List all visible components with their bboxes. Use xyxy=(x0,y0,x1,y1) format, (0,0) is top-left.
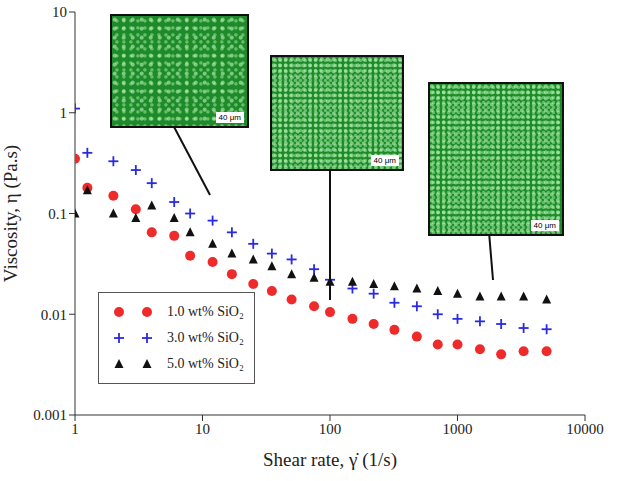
svg-text:Viscosity, η (Pa.s): Viscosity, η (Pa.s) xyxy=(0,145,22,282)
html-text:40 μm: 40 μm xyxy=(533,221,556,230)
html-text:3.0 wt% SiO₂: 3.0 wt% SiO₂ xyxy=(167,330,244,345)
svg-text:0.001: 0.001 xyxy=(33,407,67,423)
svg-text:1: 1 xyxy=(60,105,68,121)
svg-text:Shear rate, γ̇ (1/s): Shear rate, γ̇ (1/s) xyxy=(263,449,397,471)
svg-text:0.01: 0.01 xyxy=(41,307,67,323)
svg-text:1000: 1000 xyxy=(443,421,473,437)
svg-text:0.1: 0.1 xyxy=(48,206,67,222)
html-text:40 μm: 40 μm xyxy=(218,113,241,122)
svg-text:100: 100 xyxy=(319,421,342,437)
html-text:40 μm: 40 μm xyxy=(373,156,396,165)
svg-text:1: 1 xyxy=(71,421,79,437)
svg-text:10: 10 xyxy=(195,421,210,437)
svg-text:10: 10 xyxy=(52,4,67,20)
svg-text:10000: 10000 xyxy=(566,421,604,437)
html-text:5.0 wt% SiO₂: 5.0 wt% SiO₂ xyxy=(167,356,244,371)
html-text:1.0 wt% SiO₂: 1.0 wt% SiO₂ xyxy=(167,304,244,319)
